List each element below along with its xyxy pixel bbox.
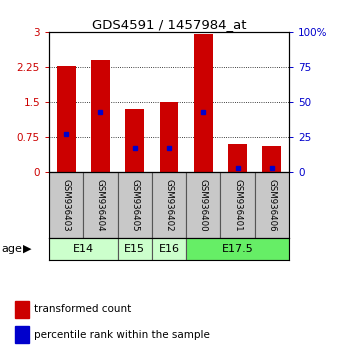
Bar bbox=[49, 172, 83, 238]
Bar bbox=[228, 144, 247, 172]
Text: ▶: ▶ bbox=[23, 244, 31, 254]
Bar bbox=[125, 109, 144, 172]
Bar bbox=[118, 238, 152, 259]
Text: GSM936405: GSM936405 bbox=[130, 178, 139, 231]
Text: E14: E14 bbox=[73, 244, 94, 254]
Text: E15: E15 bbox=[124, 244, 145, 254]
Text: GSM936404: GSM936404 bbox=[96, 178, 105, 231]
Bar bbox=[255, 172, 289, 238]
Text: GSM936400: GSM936400 bbox=[199, 178, 208, 231]
Bar bbox=[186, 238, 289, 259]
Bar bbox=[15, 326, 29, 343]
Text: GSM936406: GSM936406 bbox=[267, 178, 276, 231]
Text: percentile rank within the sample: percentile rank within the sample bbox=[34, 330, 210, 340]
Bar bbox=[186, 172, 220, 238]
Bar bbox=[152, 172, 186, 238]
Text: age: age bbox=[2, 244, 23, 254]
Bar bbox=[91, 60, 110, 172]
Bar bbox=[49, 238, 118, 259]
Bar bbox=[220, 172, 255, 238]
Bar bbox=[57, 66, 76, 172]
Text: GSM936403: GSM936403 bbox=[62, 178, 71, 231]
Bar bbox=[160, 102, 178, 172]
Text: GSM936401: GSM936401 bbox=[233, 178, 242, 231]
Bar bbox=[118, 172, 152, 238]
Bar bbox=[194, 34, 213, 172]
Text: GSM936402: GSM936402 bbox=[165, 178, 173, 231]
Text: E17.5: E17.5 bbox=[222, 244, 254, 254]
Bar bbox=[152, 238, 186, 259]
Text: E16: E16 bbox=[159, 244, 179, 254]
Bar bbox=[83, 172, 118, 238]
Bar bbox=[262, 146, 281, 172]
Title: GDS4591 / 1457984_at: GDS4591 / 1457984_at bbox=[92, 18, 246, 31]
Text: transformed count: transformed count bbox=[34, 304, 131, 314]
Bar bbox=[15, 301, 29, 318]
